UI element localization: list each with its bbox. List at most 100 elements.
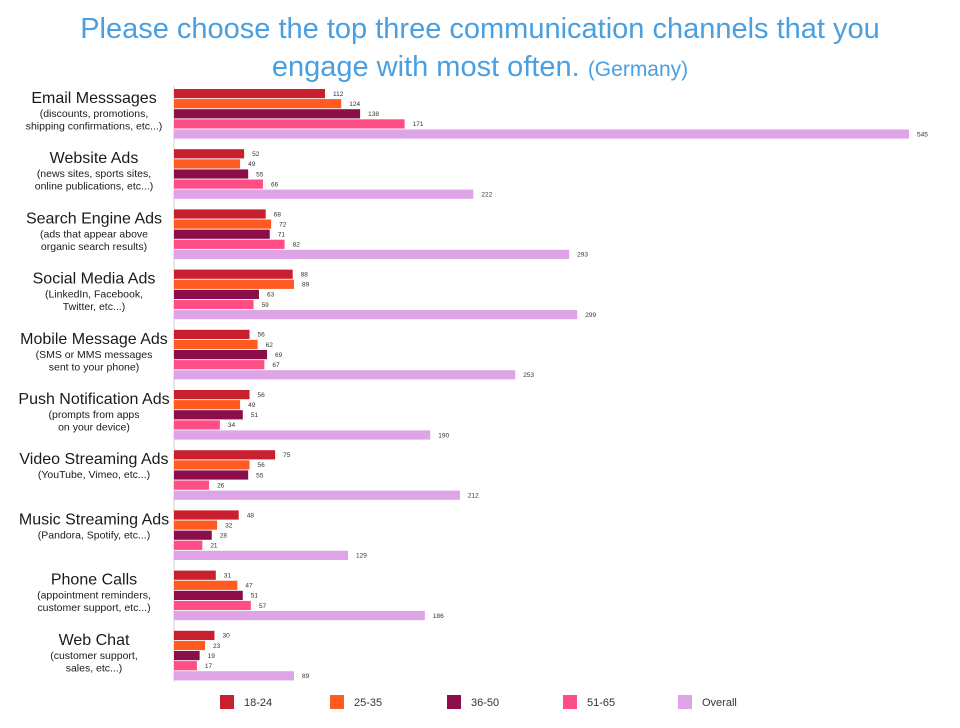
bar [174, 570, 216, 580]
bar [174, 520, 218, 530]
data-label: 72 [279, 221, 287, 228]
bar [174, 189, 474, 199]
category-description: (discounts, promotions, [40, 108, 149, 120]
data-label: 26 [217, 482, 225, 489]
data-label: 52 [252, 151, 260, 158]
bar [174, 119, 405, 129]
bar [174, 350, 268, 360]
bar [174, 530, 212, 540]
data-label: 56 [258, 462, 266, 469]
data-label: 32 [225, 522, 233, 529]
legend-label: 25-35 [354, 697, 382, 709]
data-label: 17 [205, 663, 213, 670]
data-label: 63 [267, 292, 275, 299]
legend-swatch [678, 695, 692, 709]
data-label: 67 [272, 362, 280, 369]
data-label: 545 [917, 131, 928, 138]
category-description: customer support, etc...) [37, 602, 150, 614]
data-label: 69 [275, 352, 283, 359]
data-label: 19 [208, 653, 216, 660]
bar [174, 289, 259, 299]
bar [174, 600, 251, 611]
data-label: 31 [224, 573, 232, 580]
bar [174, 550, 348, 560]
data-label: 34 [228, 422, 236, 429]
data-label: 89 [302, 673, 310, 680]
data-label: 55 [256, 472, 264, 479]
data-label: 75 [283, 452, 291, 459]
bar [174, 149, 245, 159]
bar [174, 450, 276, 460]
legend-label: Overall [702, 697, 737, 709]
bar [174, 310, 578, 320]
category-description: (LinkedIn, Facebook, [45, 289, 143, 301]
legend-label: 51-65 [587, 697, 615, 709]
data-label: 186 [433, 613, 444, 620]
data-label: 51 [251, 412, 259, 419]
legend-swatch [330, 695, 344, 709]
chart-title-line2-text: engage with most often. [271, 51, 580, 83]
data-label: 48 [247, 512, 255, 519]
data-label: 253 [523, 372, 534, 379]
data-label: 49 [248, 402, 256, 409]
bar [174, 159, 241, 169]
data-label: 57 [259, 603, 267, 610]
data-label: 55 [256, 171, 264, 178]
data-label: 49 [248, 161, 256, 168]
category-description: (customer support, [50, 650, 138, 662]
bar [174, 630, 215, 640]
category-description: sent to your phone) [49, 361, 139, 373]
data-label: 68 [274, 211, 282, 218]
legend-swatch [220, 695, 234, 709]
bar [174, 480, 210, 490]
category-label: Video Streaming Ads [19, 451, 168, 468]
data-label: 190 [438, 432, 449, 439]
data-label: 171 [413, 121, 424, 128]
chart-title: Please choose the top three communicatio… [0, 10, 960, 89]
data-label: 222 [481, 192, 492, 199]
bar [174, 169, 249, 179]
category-description: (SMS or MMS messages [36, 349, 153, 361]
category-description: (appointment reminders, [37, 590, 151, 602]
category-description: (news sites, sports sites, [37, 168, 151, 180]
data-label: 30 [222, 633, 230, 640]
data-label: 47 [245, 583, 253, 590]
data-label: 82 [293, 242, 301, 249]
bar [174, 400, 241, 410]
category-label: Phone Calls [51, 572, 137, 589]
data-label: 88 [301, 272, 309, 279]
bar [174, 590, 243, 600]
bar [174, 269, 293, 279]
legend-swatch [447, 695, 461, 709]
category-description: Twitter, etc...) [63, 301, 125, 313]
bar [174, 229, 270, 239]
bar [174, 239, 285, 249]
bar [174, 420, 220, 430]
data-label: 129 [356, 553, 367, 560]
bar [174, 249, 570, 259]
data-label: 299 [585, 312, 596, 319]
legend-swatch [563, 695, 577, 709]
bar [174, 209, 266, 219]
bar [174, 430, 431, 440]
data-label: 62 [266, 342, 274, 349]
bar [174, 671, 295, 681]
category-label: Search Engine Ads [26, 210, 162, 227]
chart-title-line2: engage with most often. (Germany) [0, 48, 960, 89]
data-label: 138 [368, 111, 379, 118]
bar [174, 299, 254, 310]
bar [174, 179, 264, 189]
data-label: 293 [577, 252, 588, 259]
category-label: Mobile Message Ads [20, 331, 168, 348]
category-description: on your device) [58, 422, 130, 434]
category-description: organic search results) [41, 241, 147, 253]
bar [174, 109, 361, 119]
bar [174, 339, 258, 350]
data-label: 89 [302, 282, 310, 289]
category-description: (Pandora, Spotify, etc...) [38, 529, 150, 541]
data-label: 212 [468, 493, 479, 500]
bar [174, 219, 272, 229]
bar [174, 651, 200, 661]
chart-title-line1: Please choose the top three communicatio… [80, 13, 880, 45]
